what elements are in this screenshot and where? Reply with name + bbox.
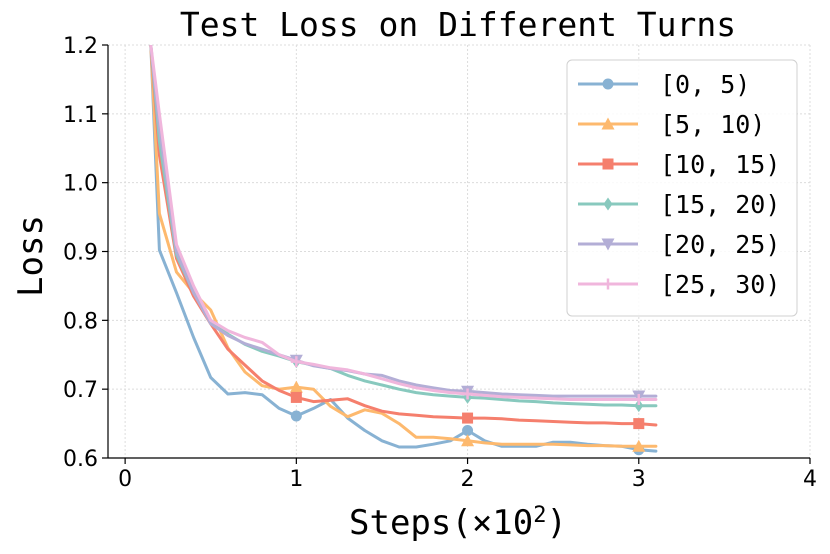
chart-title: Test Loss on Different Turns <box>180 5 736 44</box>
y-tick-label: 1.1 <box>63 103 98 128</box>
series-2-marker <box>462 412 474 424</box>
legend-swatch-marker <box>602 278 614 290</box>
series-3-marker <box>634 399 644 413</box>
series-1-marker <box>289 380 303 393</box>
series-1-marker <box>632 439 646 452</box>
series-5-marker <box>633 393 645 405</box>
series-1-marker <box>461 434 475 447</box>
series-0-marker <box>462 424 474 436</box>
legend-label: [0, 5) <box>660 70 750 99</box>
legend: [0, 5) [5, 10) [10, 15) [15, 20) [20, 25) [25… <box>566 59 798 317</box>
x-axis-label: Steps(×102) <box>349 503 567 543</box>
legend-swatch-marker <box>601 117 615 130</box>
series-lines <box>149 45 658 456</box>
axes <box>102 44 811 464</box>
series-5-marker <box>290 356 302 368</box>
legend-label: [15, 20) <box>660 190 780 219</box>
x-tick-label: 3 <box>632 467 646 492</box>
x-tick-label: 4 <box>803 467 817 492</box>
y-tick-label: 0.8 <box>63 309 98 334</box>
tick-labels: 0 1 2 3 4 0.6 0.7 0.8 0.9 1.0 1.1 1.2 <box>63 34 817 492</box>
legend-swatch-marker <box>603 197 613 211</box>
series-2-marker <box>633 418 645 430</box>
legend-swatch-marker <box>602 78 614 90</box>
series-2-line <box>149 45 658 427</box>
y-axis-label: Loss <box>11 215 51 297</box>
legend-swatch-marker <box>601 238 615 251</box>
y-tick-label: 0.7 <box>63 378 98 403</box>
legend-label: [25, 30) <box>660 270 780 299</box>
series-0-marker <box>290 410 302 422</box>
y-tick-label: 1.0 <box>63 172 98 197</box>
series-5-marker <box>462 388 474 400</box>
x-tick-label: 0 <box>118 467 132 492</box>
x-tick-label: 2 <box>461 467 475 492</box>
x-tick-label: 1 <box>289 467 303 492</box>
y-tick-label: 0.9 <box>63 241 98 266</box>
legend-label: [20, 25) <box>660 230 780 259</box>
legend-swatch-marker <box>602 158 614 170</box>
legend-label: [5, 10) <box>660 110 765 139</box>
series-5-line <box>149 45 658 401</box>
series-2-marker <box>290 391 302 403</box>
y-tick-label: 0.6 <box>63 447 98 472</box>
legend-label: [10, 15) <box>660 150 780 179</box>
y-tick-label: 1.2 <box>63 34 98 59</box>
series-4-line <box>149 45 658 398</box>
series-0-line <box>149 45 658 453</box>
